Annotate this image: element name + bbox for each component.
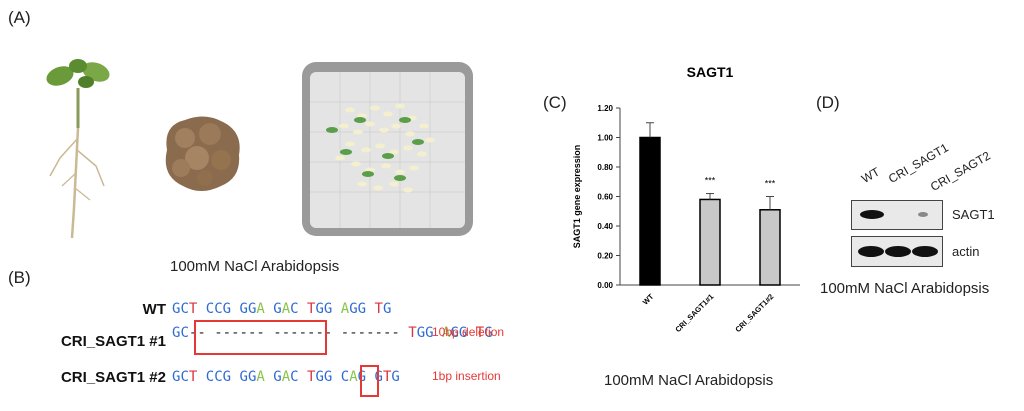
y-tick-label: 1.20 [597,104,613,113]
bar-CRI_SAGT1#1 [699,198,721,286]
actin-band-cri1 [885,246,911,257]
seq-row-label-1: CRI_SAGT1 #1 [60,333,166,350]
sagt1-bar-chart: SAGT1 0.00 0.20 0.40 0.60 0.80 1.00 1.20 SAGT1 g… [572,64,800,334]
y-tick-label: 0.20 [597,252,613,261]
actin-band-cri2 [912,246,938,257]
seq-wt: GCT CCG GGA GAC TGG AGG TG [172,301,392,317]
sagt1-band-wt [860,210,884,219]
y-axis-label: SAGT1 gene expression [572,145,582,249]
seedling-illustration [46,59,110,239]
deletion-note: 10bp deletion [432,325,505,339]
panel-d-caption: 100mM NaCl Arabidopsis [820,280,990,297]
lane-label-wt: WT [859,164,883,186]
actin-blot [851,236,943,267]
x-tick-label: CRI_SAGT1#1 [673,292,715,334]
actin-band-wt [858,246,884,257]
significance-label: *** [765,179,776,189]
panel-b-label: (B) [8,268,31,287]
seq-cri-1: GC-- ------ ------- ------- TGG AGG TG [172,325,493,341]
chart-title: SAGT1 [687,64,734,80]
bar-WT [639,136,661,286]
y-tick-label: 0.00 [597,281,613,290]
sagt1-band-cri2 [918,212,928,217]
significance-label: *** [705,176,716,186]
panel-b-caption: 100mM NaCl Arabidopsis [170,258,340,275]
seq-row-label-2: CRI_SAGT1 #2 [60,369,166,386]
y-tick-label: 1.00 [597,134,613,143]
x-tick-label: WT [641,292,656,307]
callus-illustration [165,116,240,191]
blot-label-sagt1: SAGT1 [952,207,995,222]
deletion-box [194,320,327,355]
y-tick-label: 0.60 [597,193,613,202]
y-tick-label: 0.40 [597,222,613,231]
panel-a-label: (A) [8,8,31,27]
bar-CRI_SAGT1#2 [759,209,781,286]
panel-c-caption: 100mM NaCl Arabidopsis [604,372,774,389]
insertion-box [360,365,379,397]
plate-illustration [302,62,473,236]
y-tick-label: 0.80 [597,163,613,172]
sagt1-blot [851,200,943,230]
panel-d-label: (D) [816,93,840,112]
blot-label-actin: actin [952,244,980,259]
seq-row-label-wt: WT [142,301,166,318]
x-tick-label: CRI_SAGT1#2 [733,292,775,334]
insertion-note: 1bp insertion [432,369,501,383]
panel-c-label: (C) [543,93,567,112]
